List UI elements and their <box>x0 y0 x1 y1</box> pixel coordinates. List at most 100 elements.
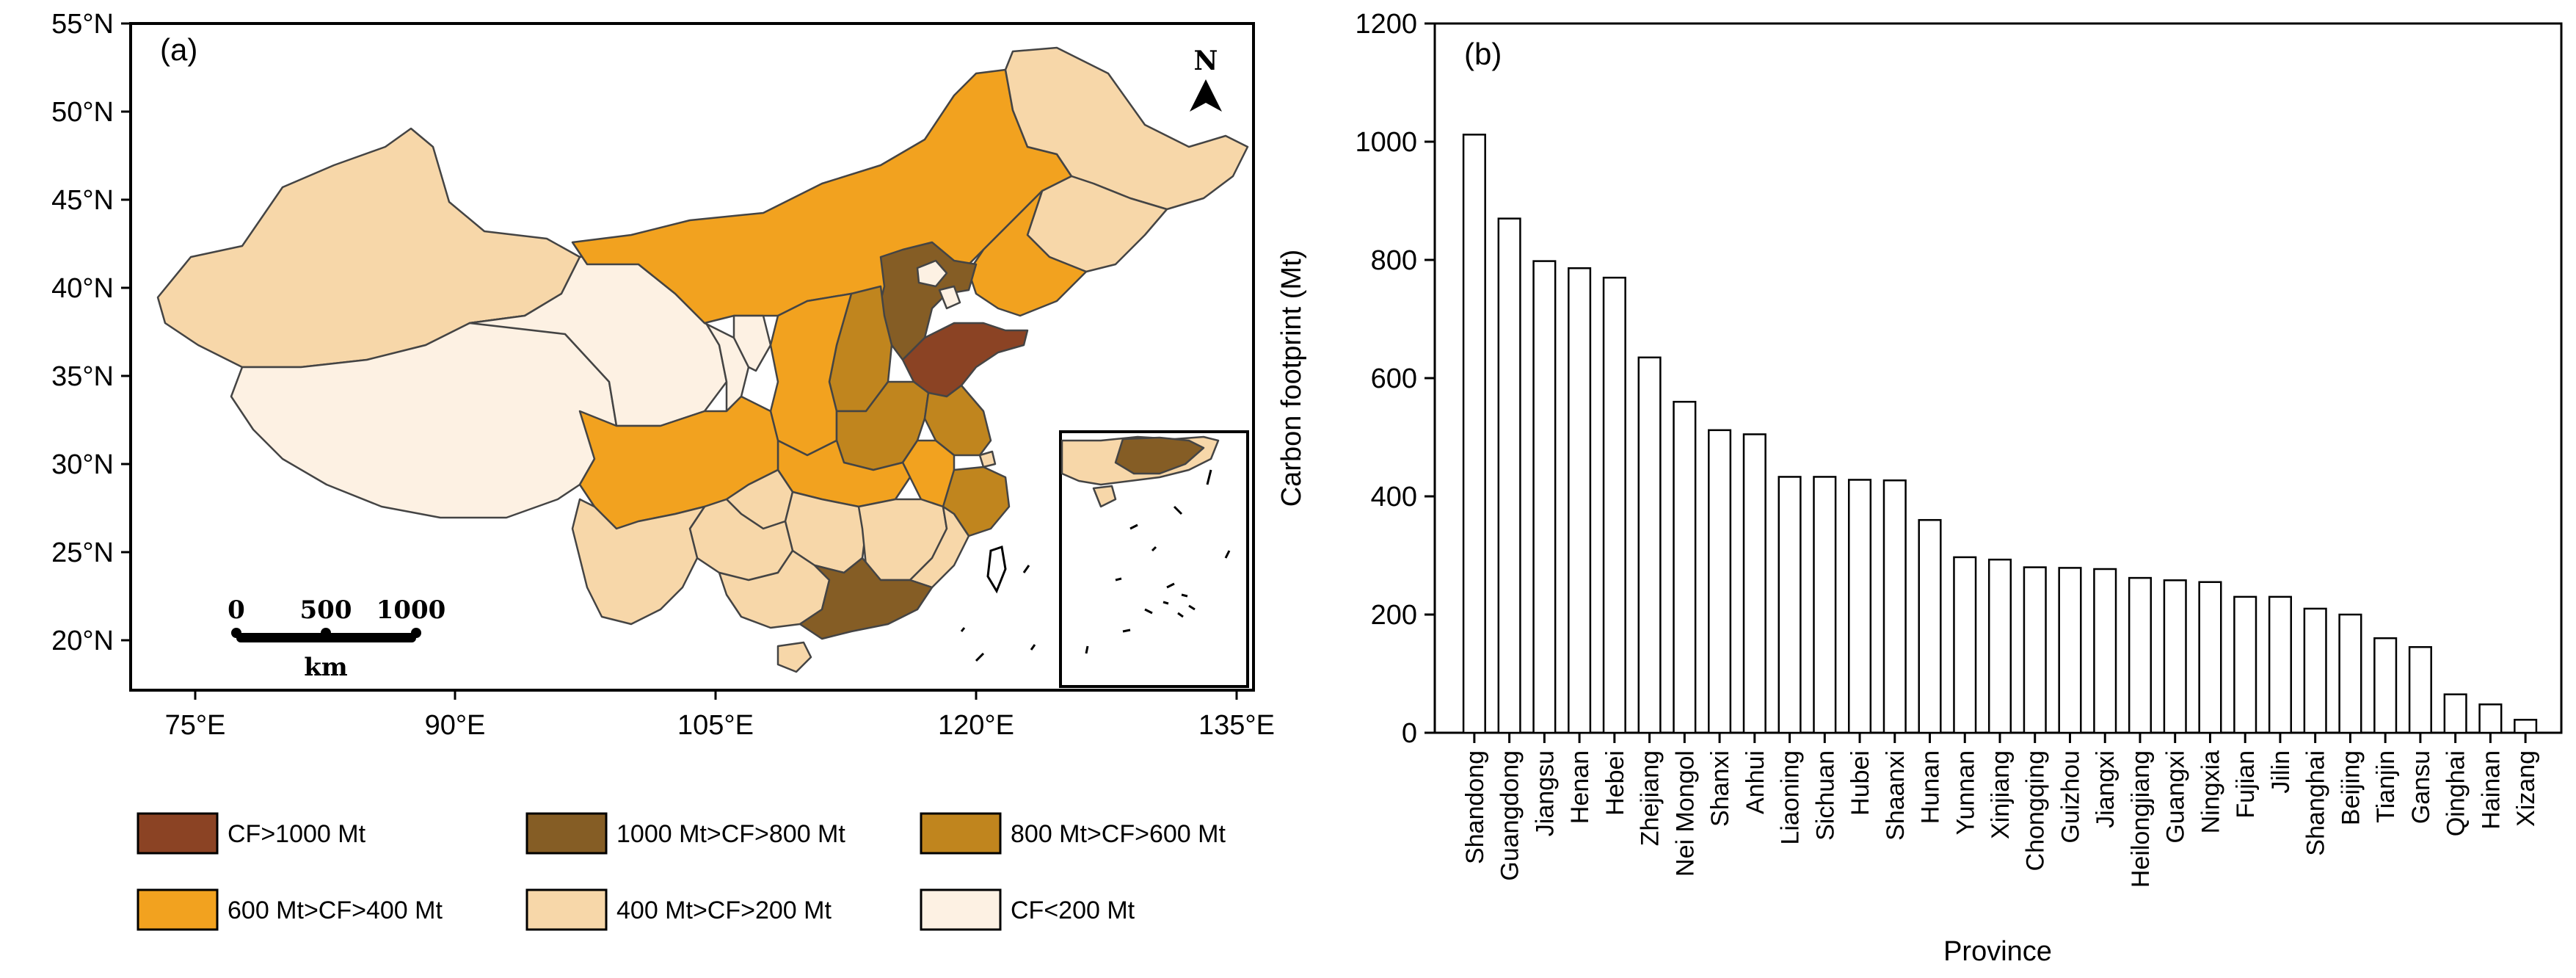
x-tick-label-jiangxi: Jiangxi <box>2092 750 2120 828</box>
bar-liaoning <box>1778 476 1802 734</box>
map-legend: CF>1000 Mt 1000 Mt>CF>800 Mt 800 Mt>CF>6… <box>137 812 1226 931</box>
legend-label-4: 400 Mt>CF>200 Mt <box>616 897 832 924</box>
scale-bar: 0 500 1000 km <box>228 595 445 682</box>
bar-hainan <box>2478 703 2503 734</box>
x-tick-label-fujian: Fujian <box>2232 750 2260 819</box>
bar-gansu <box>2408 646 2432 734</box>
legend-label-2: 800 Mt>CF>600 Mt <box>1011 820 1226 848</box>
region-liaoning <box>967 189 1088 317</box>
bar-hebei <box>1602 276 1626 734</box>
chart-panel-label: (b) <box>1464 37 1502 71</box>
x-tick-label-chongqing: Chongqing <box>2022 750 2050 871</box>
legend-swatch-3 <box>137 888 219 931</box>
bar-zhejiang <box>1637 356 1662 734</box>
x-tick-label-qinghai: Qinghai <box>2442 750 2470 836</box>
bar-shanghai <box>2303 607 2327 734</box>
x-tick-label-guangdong: Guangdong <box>1496 750 1524 881</box>
lat-label-25: 25°N <box>51 537 114 568</box>
x-tick-label-hunan: Hunan <box>1917 750 1945 824</box>
bar-shandong <box>1462 134 1486 734</box>
map-panel: N 0 500 1000 km (a) 55°N 50°N <box>51 9 1275 931</box>
region-taiwan <box>986 546 1007 594</box>
x-tick-label-gansu: Gansu <box>2407 750 2435 824</box>
region-beijing <box>916 259 948 288</box>
bar-fujian <box>2233 595 2257 734</box>
y-tick-label: 800 <box>1371 245 1417 276</box>
map-panel-label: (a) <box>160 32 197 67</box>
inset-hainan <box>1092 485 1117 508</box>
legend-swatch-4 <box>525 888 608 931</box>
legend-label-3: 600 Mt>CF>400 Mt <box>228 897 443 924</box>
x-axis-title: Province <box>1943 936 2052 967</box>
lon-label-90: 90°E <box>425 710 486 741</box>
x-tick-label-jiangsu: Jiangsu <box>1531 750 1559 836</box>
inset-guangdong <box>1114 436 1205 475</box>
region-yunnan <box>571 498 706 626</box>
x-tick-label-shanghai: Shanghai <box>2302 750 2330 856</box>
x-tick-label-hebei: Hebei <box>1601 750 1629 816</box>
bar-yunnan <box>1953 556 1977 734</box>
legend-label-5: CF<200 Mt <box>1011 897 1135 924</box>
bar-guangxi <box>2163 579 2187 734</box>
x-tick-label-liaoning: Liaoning <box>1777 750 1805 845</box>
lon-label-120: 120°E <box>938 710 1014 741</box>
y-axis-title: Carbon footprint (Mt) <box>1276 250 1307 507</box>
legend-label-1: 1000 Mt>CF>800 Mt <box>616 820 845 848</box>
x-tick-label-yunnan: Yunnan <box>1951 750 1979 835</box>
x-axis: Shandong Guangdong Jiangsu Henan Hebei Zhejia… <box>1461 733 2540 888</box>
bar-nei-mongol <box>1673 400 1697 734</box>
scale-label-1000: 1000 <box>376 595 446 625</box>
region-heilongjiang <box>1004 46 1249 211</box>
bar-beijing <box>2338 613 2362 734</box>
x-tick-label-xizang: Xizang <box>2512 750 2540 827</box>
bar-jiangsu <box>1532 260 1557 734</box>
legend-swatch-1 <box>525 812 608 855</box>
lat-label-30: 30°N <box>51 449 114 480</box>
y-tick-label: 1200 <box>1355 9 1417 40</box>
x-tick-label-beijing: Beijing <box>2337 750 2365 825</box>
region-guangdong <box>798 557 934 640</box>
lon-label-75: 75°E <box>165 710 226 741</box>
legend-label-0: CF>1000 Mt <box>228 820 366 848</box>
lon-label-105: 105°E <box>677 710 754 741</box>
bar-ningxia <box>2198 581 2222 734</box>
bar-anhui <box>1742 433 1767 734</box>
x-tick-label-jilin: Jilin <box>2267 750 2295 794</box>
bar-sichuan <box>1813 476 1837 734</box>
y-tick-label: 200 <box>1371 600 1417 631</box>
lat-label-55: 55°N <box>51 9 114 40</box>
bar-xinjiang <box>1987 558 2012 734</box>
y-tick-label: 0 <box>1402 718 1417 749</box>
region-ningxia <box>732 314 772 372</box>
x-tick-label-zhejiang: Zhejiang <box>1637 750 1664 846</box>
map-regions <box>156 46 1249 673</box>
bar-chart-panel: (b) 0 200 400 600 800 1000 1200 Shandong Guangd… <box>1276 9 2563 967</box>
y-tick-label: 400 <box>1371 482 1417 512</box>
lon-label-135: 135°E <box>1198 710 1275 741</box>
x-tick-label-nei-mongol: Nei Mongol <box>1671 750 1699 877</box>
north-label: N <box>1194 46 1218 76</box>
x-tick-label-henan: Henan <box>1566 750 1594 824</box>
legend-swatch-0 <box>137 812 219 855</box>
bar-xizang <box>2514 719 2538 734</box>
bar-guizhou <box>2058 567 2082 734</box>
bar-shaanxi <box>1882 479 1907 734</box>
lat-axis: 55°N 50°N 45°N 40°N 35°N 30°N 25°N 20°N <box>51 9 131 656</box>
bar-chongqing <box>2023 566 2047 734</box>
lat-label-50: 50°N <box>51 97 114 128</box>
x-tick-label-shandong: Shandong <box>1461 750 1489 864</box>
region-shanghai <box>978 450 997 468</box>
bar-tianjin <box>2373 637 2398 734</box>
region-hainan <box>776 641 812 673</box>
legend-swatch-5 <box>920 888 1002 931</box>
north-arrow-icon <box>1190 79 1222 112</box>
bar-henan <box>1568 267 1592 734</box>
x-tick-label-ningxia: Ningxia <box>2197 750 2224 833</box>
legend-swatch-2 <box>920 812 1002 855</box>
region-tianjin <box>938 285 961 310</box>
lat-label-40: 40°N <box>51 273 114 304</box>
y-axis: 0 200 400 600 800 1000 1200 <box>1355 9 1435 749</box>
lat-label-35: 35°N <box>51 361 114 392</box>
x-tick-label-shanxi: Shanxi <box>1706 750 1734 827</box>
